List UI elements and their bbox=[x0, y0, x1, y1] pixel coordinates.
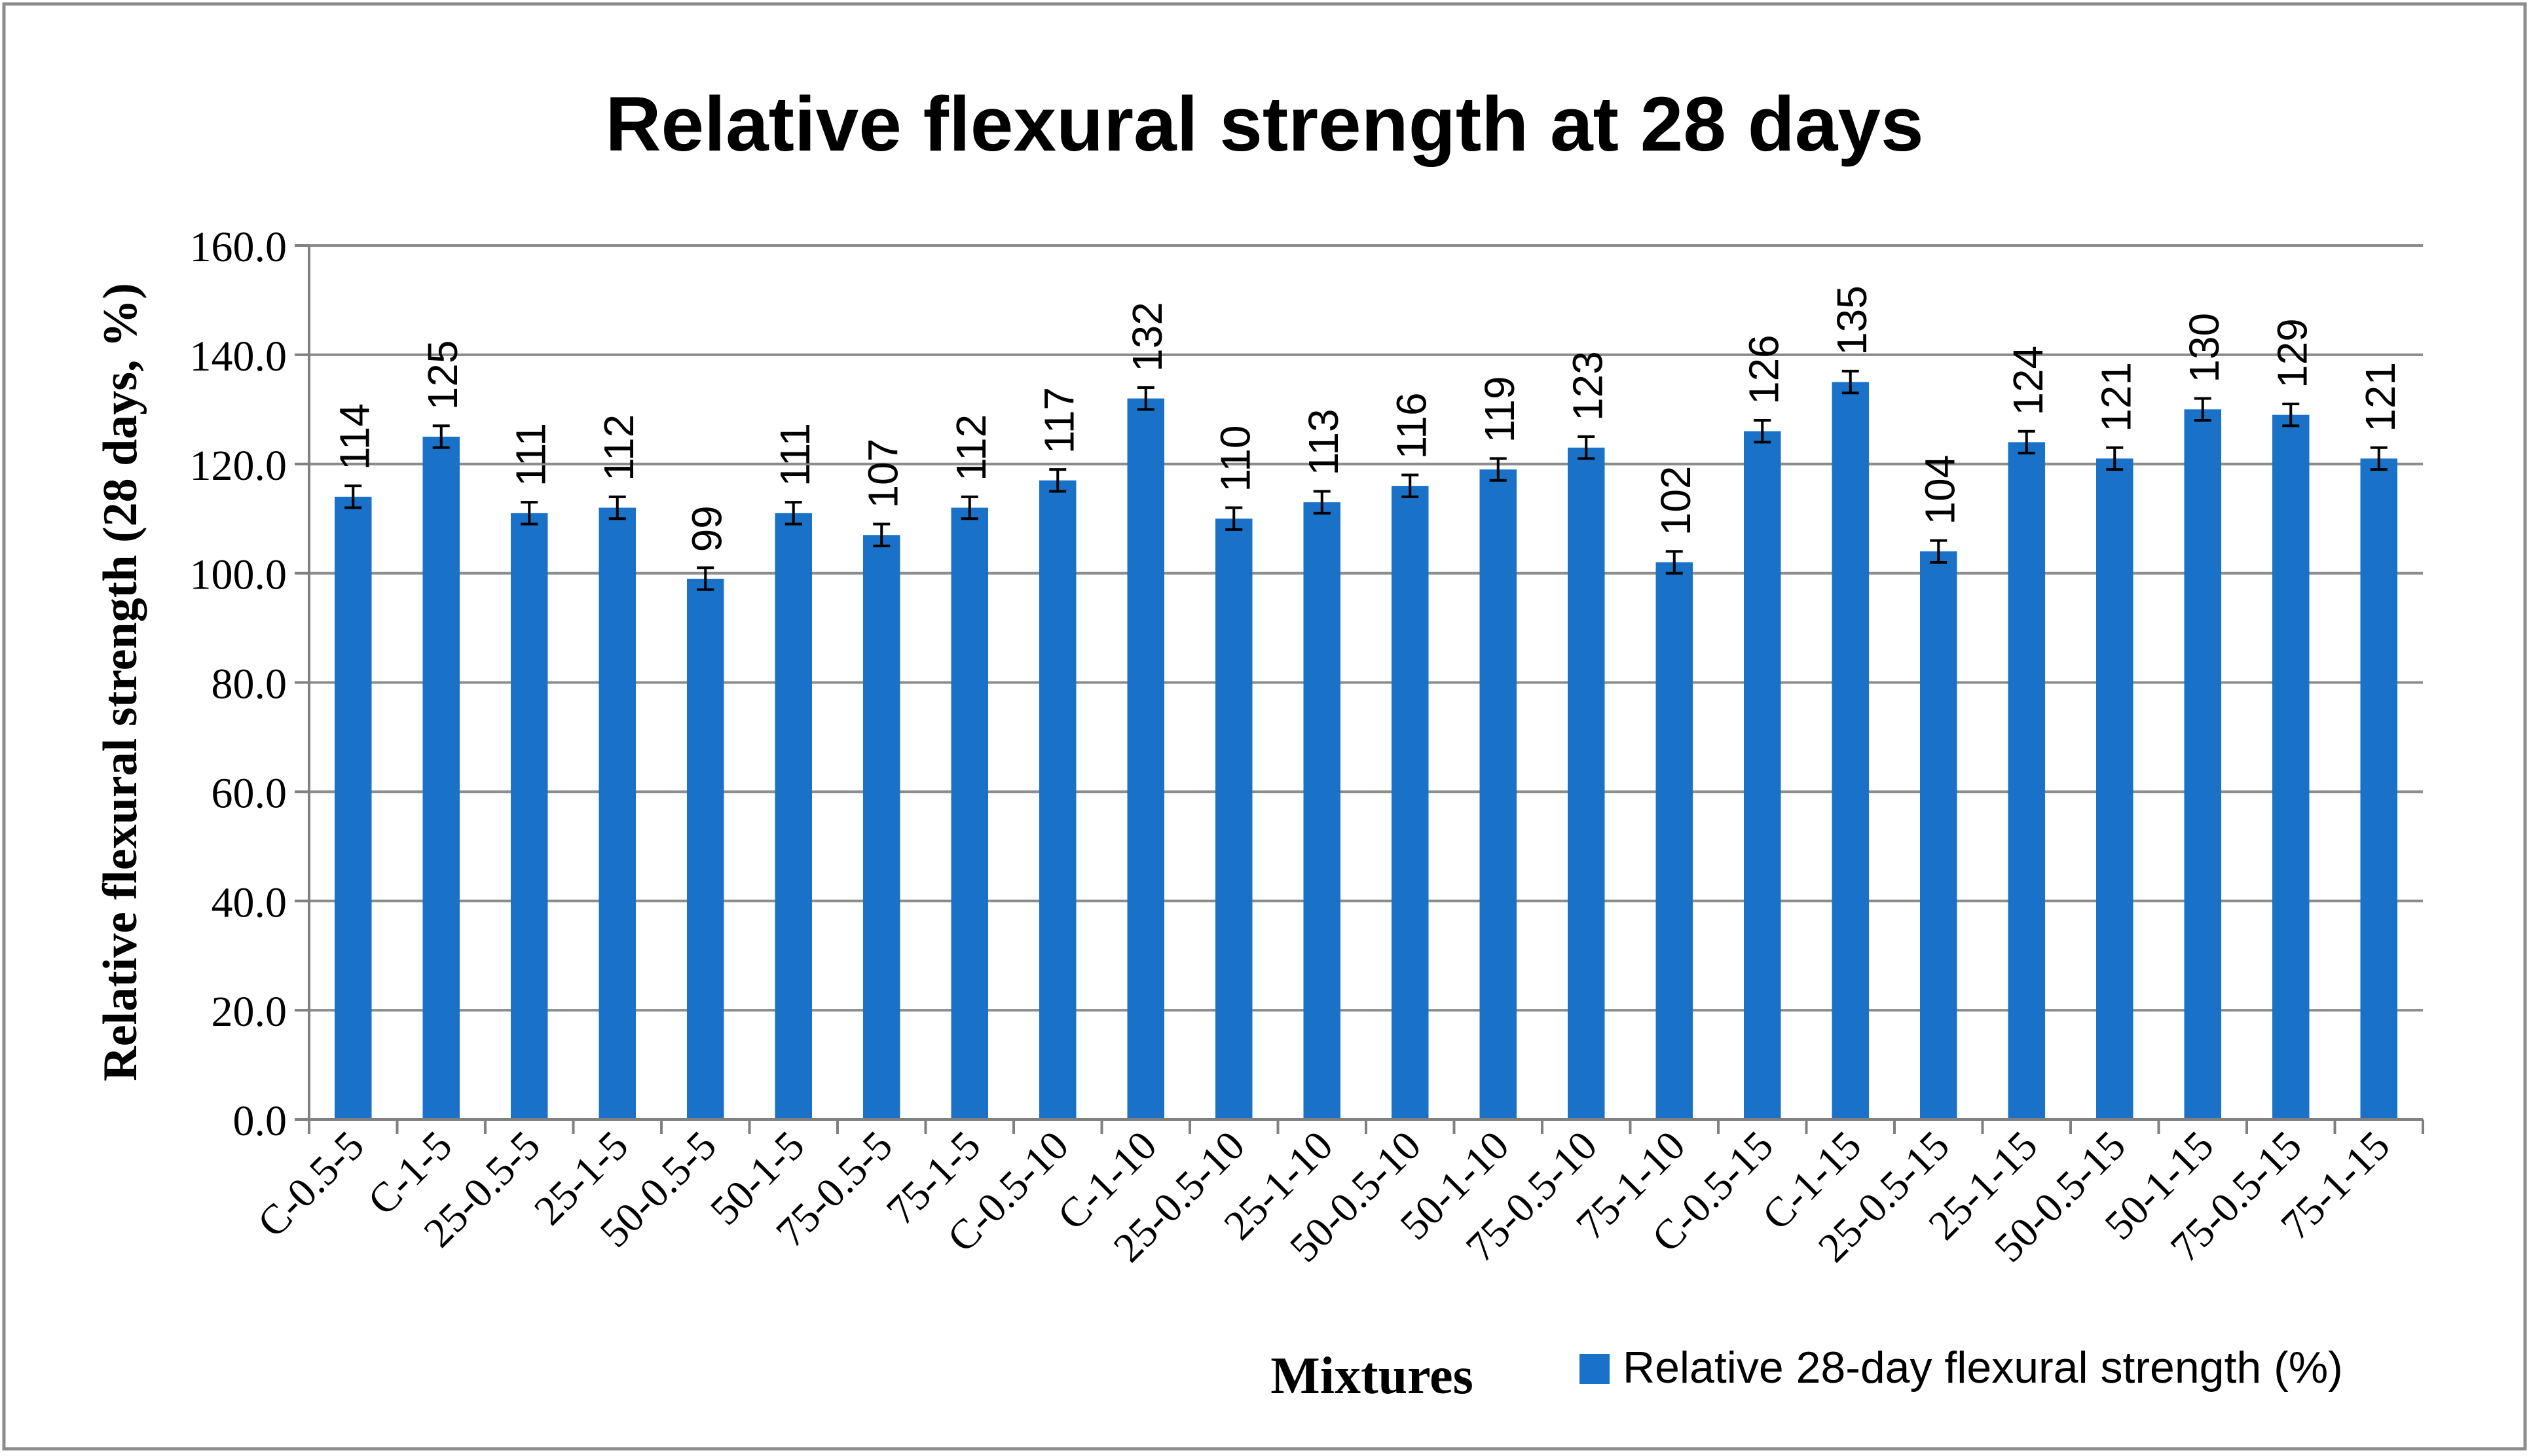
error-bars bbox=[344, 369, 2388, 591]
data-label: 110 bbox=[1211, 425, 1259, 492]
y-tick-label: 0.0 bbox=[233, 1097, 287, 1145]
bar bbox=[863, 535, 900, 1119]
data-label: 121 bbox=[2092, 362, 2139, 432]
data-label: 124 bbox=[2004, 346, 2052, 416]
x-axis-label: Mixtures bbox=[1270, 1347, 1473, 1405]
bar bbox=[2008, 442, 2045, 1119]
bar bbox=[335, 496, 372, 1119]
data-label: 112 bbox=[595, 414, 642, 481]
data-label: 119 bbox=[1476, 376, 1523, 443]
data-label: 126 bbox=[1740, 335, 1787, 405]
data-label: 104 bbox=[1916, 455, 1963, 525]
data-label: 113 bbox=[1300, 409, 1347, 475]
y-tick-label: 60.0 bbox=[212, 769, 287, 817]
data-label: 116 bbox=[1388, 392, 1435, 459]
bar bbox=[1920, 551, 1957, 1119]
data-label: 130 bbox=[2181, 313, 2228, 383]
data-label: 99 bbox=[683, 505, 730, 552]
bar bbox=[2272, 414, 2310, 1119]
data-label: 102 bbox=[1652, 465, 1699, 536]
data-label: 117 bbox=[1035, 387, 1082, 454]
y-tick-label: 40.0 bbox=[212, 879, 287, 926]
bar bbox=[1303, 502, 1340, 1119]
legend: Relative 28-day flexural strength (%) bbox=[1579, 1343, 2343, 1392]
bar bbox=[775, 513, 812, 1119]
y-axis-ticks: 0.0 20.0 40.0 60.0 80.0 100.0 120.0 140.0 160.0 bbox=[190, 223, 309, 1145]
data-label: 123 bbox=[1564, 351, 1611, 421]
bar bbox=[1655, 562, 1693, 1119]
bar bbox=[1127, 398, 1164, 1119]
bar bbox=[951, 507, 988, 1119]
data-label: 111 bbox=[507, 423, 554, 486]
bar bbox=[1744, 431, 1781, 1119]
bar bbox=[599, 507, 636, 1119]
bar bbox=[2096, 458, 2133, 1119]
bar bbox=[1568, 447, 1605, 1119]
bar bbox=[1479, 469, 1517, 1119]
data-label: 114 bbox=[331, 403, 378, 470]
bar bbox=[1832, 382, 1869, 1119]
data-label: 132 bbox=[1124, 302, 1171, 372]
y-tick-label: 100.0 bbox=[190, 551, 287, 599]
bar bbox=[2360, 458, 2397, 1119]
y-tick-label: 80.0 bbox=[212, 661, 287, 708]
data-label: 107 bbox=[859, 439, 906, 509]
gridlines bbox=[309, 244, 2423, 1012]
data-label: 135 bbox=[1828, 285, 1875, 355]
bar bbox=[1215, 519, 1253, 1119]
legend-label: Relative 28-day flexural strength (%) bbox=[1623, 1343, 2343, 1392]
data-label: 111 bbox=[771, 423, 819, 486]
bar bbox=[511, 513, 548, 1119]
bar bbox=[1392, 486, 1429, 1119]
y-axis-label: Relative flexural strength (28 days, %) bbox=[94, 283, 147, 1081]
bars bbox=[335, 382, 2397, 1119]
data-labels: 114 125 111 112 99 111 107 112 117 132 110 113 116 11… bbox=[331, 285, 2404, 552]
y-tick-label: 20.0 bbox=[212, 988, 287, 1036]
y-tick-label: 120.0 bbox=[190, 442, 287, 490]
bar bbox=[422, 437, 460, 1119]
data-label: 125 bbox=[419, 340, 466, 410]
data-label: 129 bbox=[2268, 318, 2316, 388]
bar bbox=[1039, 480, 1077, 1119]
bar bbox=[687, 578, 724, 1119]
bar bbox=[2184, 409, 2221, 1119]
chart-title: Relative flexural strength at 28 days bbox=[605, 81, 1923, 168]
data-label: 121 bbox=[2357, 362, 2404, 432]
legend-swatch bbox=[1579, 1354, 1610, 1384]
y-tick-label: 160.0 bbox=[190, 223, 287, 271]
y-tick-label: 140.0 bbox=[190, 333, 287, 380]
data-label: 112 bbox=[948, 414, 995, 481]
